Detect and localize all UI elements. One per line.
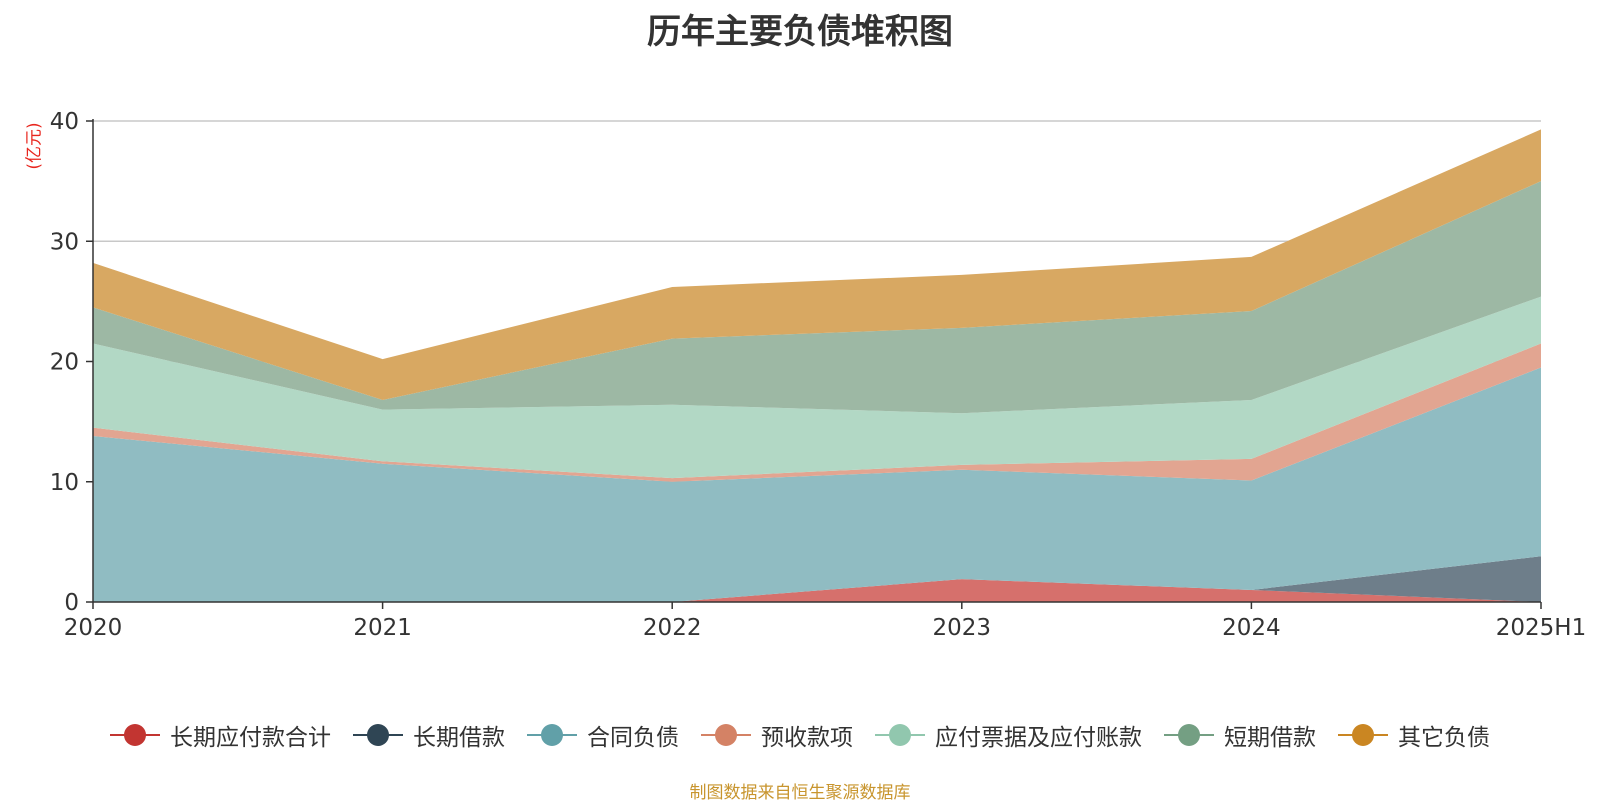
x-tick-label: 2022 [643, 615, 702, 641]
legend-marker-icon [1338, 723, 1388, 747]
legend-item[interactable]: 长期借款 [353, 718, 505, 752]
legend-label: 短期借款 [1224, 725, 1316, 751]
y-tick-label: 10 [50, 470, 79, 496]
chart-title: 历年主要负债堆积图 [647, 12, 953, 52]
legend-item[interactable]: 短期借款 [1164, 718, 1316, 752]
area-series-6 [93, 129, 1541, 400]
legend-label: 预收款项 [761, 725, 853, 751]
legend-label: 其它负债 [1398, 725, 1490, 751]
stacked-area-chart: 0 10 20 30 40 2020 2021 2022 2023 2024 2025H1 [50, 109, 1587, 641]
legend-label: 长期借款 [413, 725, 505, 751]
y-tick-label: 0 [64, 590, 79, 616]
y-tick-label: 20 [50, 350, 79, 376]
legend-marker-icon [875, 723, 925, 747]
legend-marker-icon [1164, 723, 1214, 747]
chart-legend: 长期应付款合计 长期借款 合同负债 预收款项 应付票据及应付账款 短期借款 其它负债 [0, 718, 1600, 752]
legend-item[interactable]: 预收款项 [701, 718, 853, 752]
x-tick-label: 2020 [64, 615, 123, 641]
legend-marker-icon [353, 723, 403, 747]
x-tick-label: 2023 [933, 615, 992, 641]
legend-item[interactable]: 其它负债 [1338, 718, 1490, 752]
area-series-5 [93, 181, 1541, 414]
legend-item[interactable]: 长期应付款合计 [110, 718, 331, 752]
x-tick-label: 2024 [1222, 615, 1281, 641]
legend-marker-icon [527, 723, 577, 747]
y-tick-label: 40 [50, 109, 79, 135]
legend-label: 合同负债 [587, 725, 679, 751]
legend-label: 长期应付款合计 [170, 725, 331, 751]
data-source-note: 制图数据来自恒生聚源数据库 [689, 783, 911, 803]
area-series-4 [93, 296, 1541, 479]
x-tick-label: 2025H1 [1496, 615, 1586, 641]
legend-marker-icon [110, 723, 160, 747]
area-series-2 [93, 367, 1541, 602]
y-tick-label: 30 [50, 229, 79, 255]
legend-item[interactable]: 合同负债 [527, 718, 679, 752]
legend-marker-icon [701, 723, 751, 747]
legend-item[interactable]: 应付票据及应付账款 [875, 718, 1142, 752]
legend-label: 应付票据及应付账款 [935, 725, 1142, 751]
x-tick-label: 2021 [353, 615, 412, 641]
area-series-0 [93, 579, 1541, 602]
